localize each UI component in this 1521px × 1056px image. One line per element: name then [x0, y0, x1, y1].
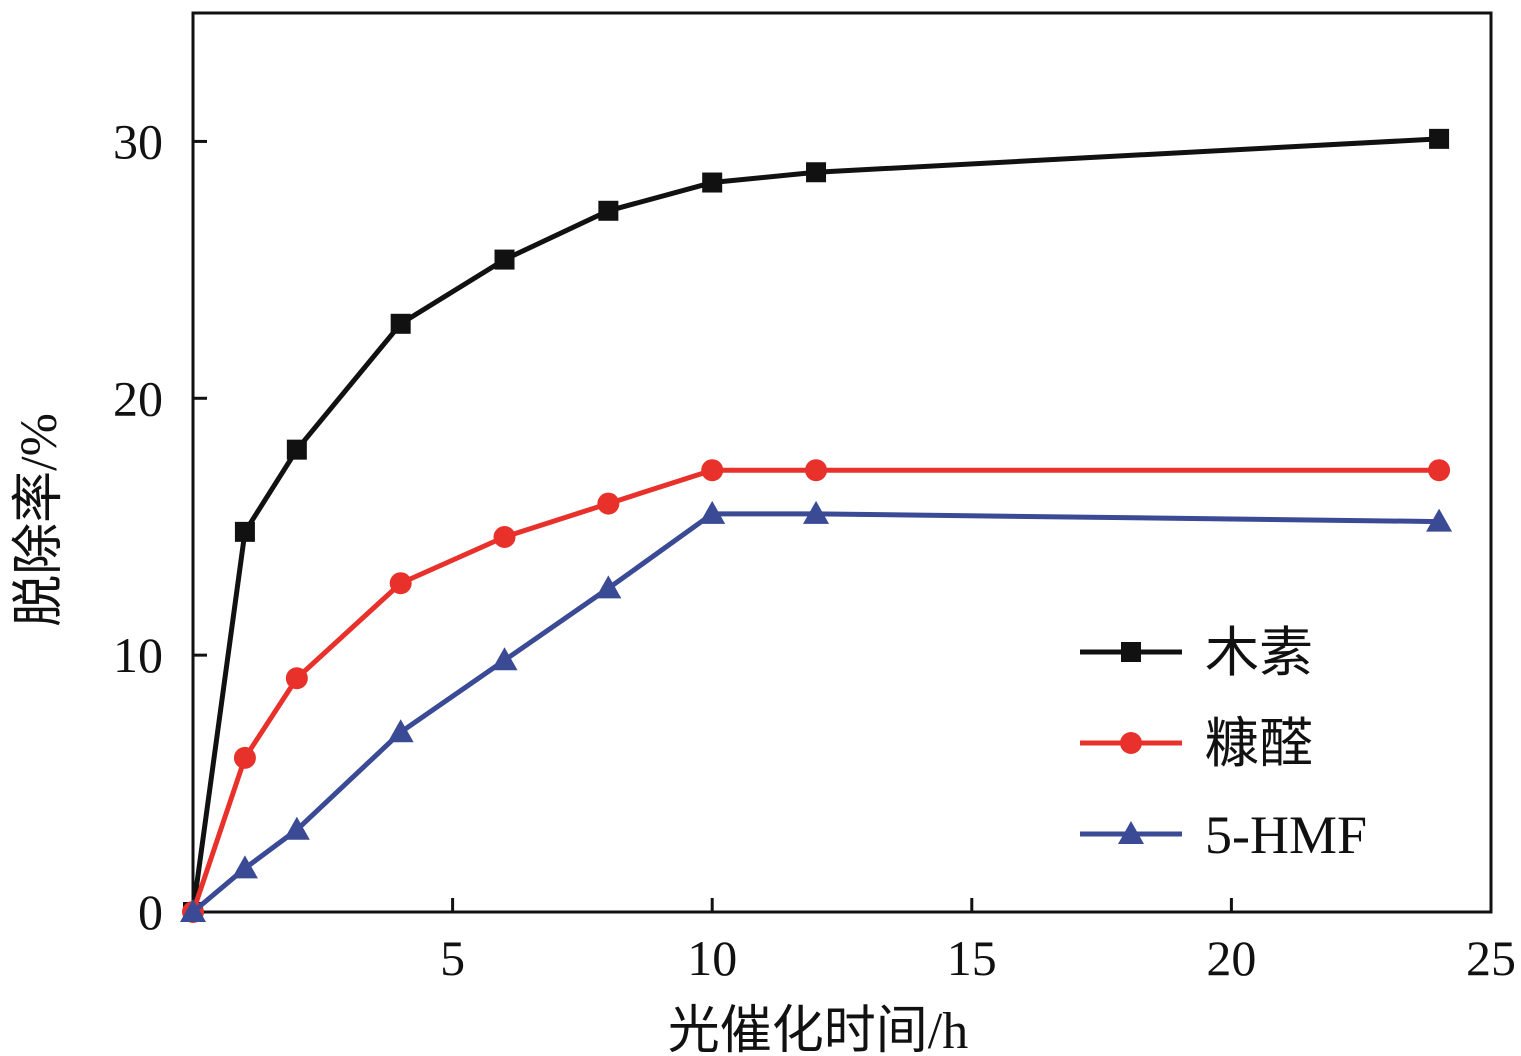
data-point — [234, 521, 255, 542]
legend-marker — [1120, 732, 1142, 754]
data-point — [699, 500, 726, 524]
legend-marker — [1118, 821, 1144, 844]
data-point — [286, 439, 307, 460]
x-axis-title: 光催化时间/h — [668, 1003, 968, 1056]
data-point — [701, 459, 724, 482]
data-point — [702, 172, 723, 193]
data-point — [494, 249, 515, 270]
x-tick-label: 5 — [440, 930, 465, 986]
data-point — [806, 162, 827, 183]
legend-label: 糠醛 — [1205, 714, 1313, 774]
legend-marker — [1121, 642, 1141, 662]
x-tick-label: 10 — [687, 930, 737, 986]
data-point — [285, 667, 308, 690]
data-point — [233, 746, 256, 769]
y-tick-label: 20 — [113, 370, 163, 426]
legend-item: 5-HMF — [1080, 805, 1367, 865]
x-tick-label: 20 — [1206, 930, 1256, 986]
data-point — [805, 459, 828, 482]
y-axis-title: 脱除率/% — [11, 413, 68, 627]
data-point — [283, 816, 310, 840]
data-point — [1426, 508, 1453, 532]
data-point — [597, 492, 620, 515]
data-point — [389, 572, 412, 595]
series-3 — [180, 500, 1453, 922]
y-tick-label: 30 — [113, 113, 163, 169]
y-tick-label: 0 — [138, 884, 163, 940]
series-1 — [183, 128, 1450, 922]
data-point — [598, 200, 619, 221]
plot-frame — [191, 11, 1493, 914]
series-layer — [180, 128, 1453, 923]
y-tick-label: 10 — [113, 627, 163, 683]
y-axis: 0 10 20 30 — [113, 113, 207, 940]
data-point — [1428, 459, 1451, 482]
x-tick-label: 15 — [947, 930, 997, 986]
data-point — [390, 313, 411, 334]
x-tick-label: 25 — [1466, 930, 1516, 986]
series-line — [190, 136, 1440, 913]
data-point — [387, 719, 414, 743]
legend-label: 木素 — [1205, 623, 1313, 683]
data-point — [803, 500, 830, 524]
x-axis: 5 10 15 20 25 — [440, 898, 1516, 986]
data-point — [1429, 128, 1450, 149]
data-point — [180, 899, 206, 922]
data-point — [491, 647, 518, 671]
legend-label: 5-HMF — [1205, 805, 1367, 865]
legend-item: 糠醛 — [1080, 714, 1313, 774]
legend-item: 木素 — [1080, 623, 1313, 683]
data-point — [595, 575, 622, 599]
data-point — [493, 525, 516, 548]
data-point — [231, 855, 258, 879]
